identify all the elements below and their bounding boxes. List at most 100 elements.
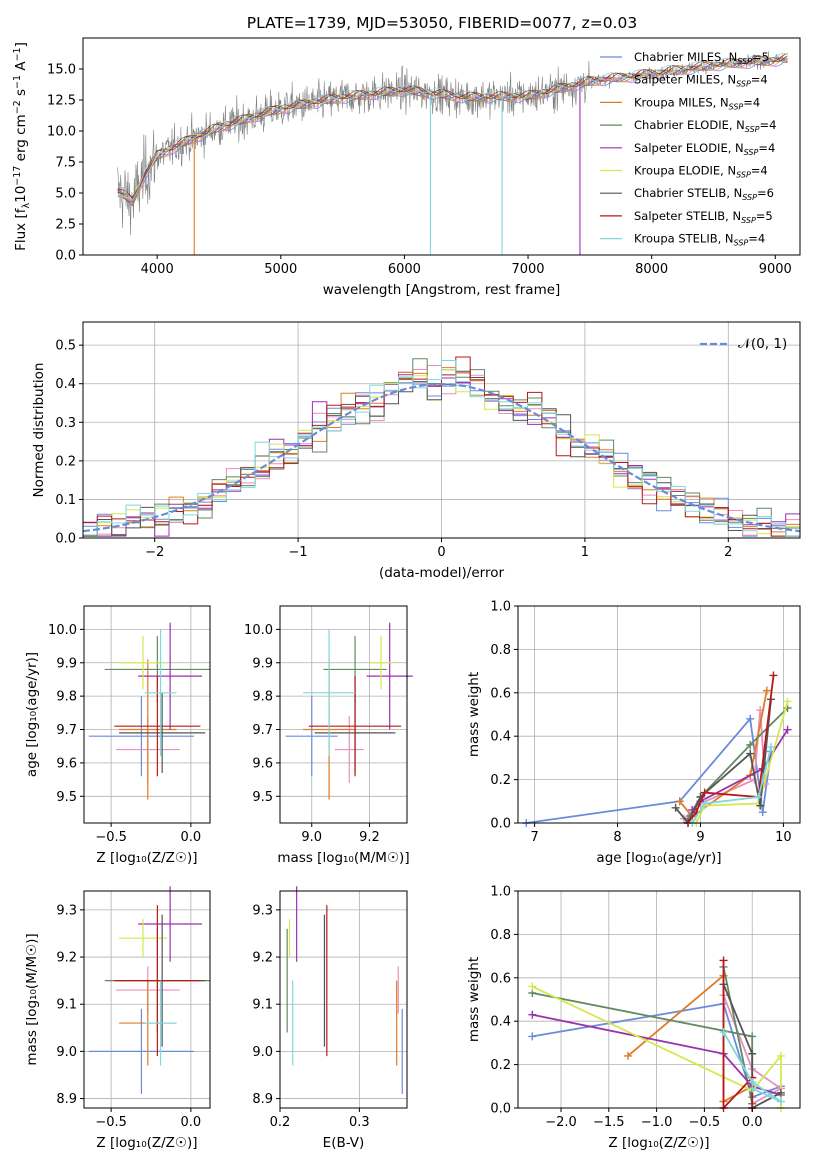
x-tick-label: 8000: [635, 262, 668, 277]
weight-marker: [671, 803, 680, 812]
weight-marker: [746, 749, 755, 758]
weight-marker: [776, 1097, 785, 1106]
x-tick-label: 9: [696, 830, 704, 845]
normal-curve: [83, 382, 800, 533]
y-tick-label: 9.8: [56, 690, 77, 705]
y-tick-label: 2.5: [55, 218, 76, 233]
legend-label: Chabrier ELODIE, NSSP=4: [634, 118, 776, 134]
model-spectrum: [117, 53, 788, 200]
x-tick-label: 4000: [141, 262, 174, 277]
legend-label-text: Salpeter MILES, N: [634, 73, 736, 87]
weight-marker: [758, 808, 767, 817]
x-tick-label: −0.5: [95, 830, 127, 845]
axes-frame: [83, 605, 211, 824]
y-axis-label: mass [log₁₀(M/M☉)]: [24, 933, 40, 1065]
y-tick-label: 10.0: [48, 623, 77, 638]
x-tick-label: 6000: [388, 262, 421, 277]
legend-label-tail: =4: [743, 95, 760, 109]
y-tick-label: 0.2: [490, 773, 511, 788]
weight-marker: [746, 714, 755, 723]
y-tick-label: 9.8: [252, 690, 273, 705]
y-axis-label-part: −2: [12, 100, 23, 114]
x-axis-label: Z [log₁₀(Z/Z☉)]: [608, 1135, 709, 1151]
y-tick-label: 1.0: [490, 885, 511, 900]
y-tick-label: 9.9: [252, 656, 273, 671]
weight-marker: [528, 1010, 537, 1019]
model-spectrum: [117, 56, 788, 199]
age-vs-Z-panel: −0.5 0.0 9.5 9.6 9.7 9.8 9.9 10.0 Z [log₁₀(Z/Z☉)…: [24, 605, 211, 866]
legend-label-sub: SSP: [729, 102, 744, 111]
weight-series-line: [531, 985, 782, 1108]
y-tick-label: 0.0: [490, 1102, 511, 1117]
y-axis-label: mass weight: [466, 672, 482, 757]
axes-frame: [279, 890, 408, 1109]
y-axis-label: Flux [fλ10−17 erg cm−2 s−1 A−1]: [12, 42, 32, 251]
x-tick-label: 0.0: [742, 1115, 763, 1130]
legend-label-text: Chabrier STELIB, N: [634, 186, 742, 200]
mass-vs-Z-panel: −0.5 0.0 8.9 9.0 9.1 9.2 9.3 Z [log₁₀(Z/Z☉)] mas…: [24, 886, 211, 1151]
x-axis-label: age [log₁₀(age/yr)]: [596, 850, 721, 866]
y-axis-label-part: ]: [13, 42, 29, 47]
x-tick-label: 7000: [511, 262, 544, 277]
legend-label-sub: SSP: [745, 125, 760, 134]
y-tick-label: 9.0: [56, 1045, 77, 1060]
y-tick-label: 0.8: [490, 928, 511, 943]
weight-series-line: [674, 699, 772, 825]
y-tick-label: 0.2: [55, 454, 76, 469]
weight-marker: [776, 1088, 785, 1097]
y-tick-label: 10.0: [47, 125, 76, 140]
weight-series-line: [695, 701, 789, 824]
axes-frame: [83, 890, 211, 1109]
weight-series-line: [532, 966, 754, 1104]
legend-label-sub: SSP: [742, 193, 757, 202]
spectrum-panel: 4000 5000 6000 7000 8000 9000 0.0 2.5 5.0 7.5 10.0…: [12, 37, 801, 298]
x-axis-label: Z [log₁₀(Z/Z☉)]: [96, 1135, 197, 1151]
x-tick-label: 0.0: [181, 830, 202, 845]
x-axis-label: wavelength [Angstrom, rest frame]: [323, 282, 561, 298]
x-tick-label: −2: [145, 545, 164, 560]
weight-series-line: [722, 1031, 782, 1103]
histograms: [83, 356, 800, 537]
y-axis-label-part: −1: [12, 47, 23, 61]
weight-series-line: [532, 1013, 782, 1096]
y-tick-label: 9.7: [56, 723, 77, 738]
legend-label-text: Salpeter ELODIE, N: [634, 141, 744, 155]
y-tick-label: 9.6: [252, 756, 273, 771]
y-tick-label: 9.9: [56, 656, 77, 671]
y-tick-label: 5.0: [55, 187, 76, 202]
x-tick-label: −0.5: [95, 1115, 127, 1130]
weight-marker: [776, 1051, 785, 1060]
y-axis-label-part: −1: [12, 75, 23, 89]
figure-title: PLATE=1739, MJD=53050, FIBERID=0077, z=0…: [247, 14, 637, 32]
legend-label: 𝒩(0, 1): [738, 336, 787, 352]
weight-marker: [675, 797, 684, 806]
axes-frame: [517, 890, 801, 1109]
legend-label-text: Kroupa STELIB, N: [634, 232, 734, 246]
legend-label: Chabrier MILES, NSSP=5: [634, 50, 769, 66]
y-tick-label: 0.1: [55, 493, 76, 508]
x-tick-label: −1.0: [641, 1115, 673, 1130]
x-tick-label: 2: [724, 545, 732, 560]
y-tick-label: 0.2: [490, 1058, 511, 1073]
legend-label-tail: =4: [760, 118, 777, 132]
legend: Chabrier MILES, NSSP=5 Salpeter MILES, N S…: [600, 50, 776, 248]
legend-label-sub: SSP: [734, 239, 749, 248]
y-tick-label: 0.4: [490, 1015, 511, 1030]
histogram-step: [83, 360, 800, 537]
weight-marker: [528, 1032, 537, 1041]
y-tick-label: 0.0: [490, 817, 511, 832]
x-tick-label: −1: [289, 545, 308, 560]
legend-label-sub: SSP: [741, 216, 756, 225]
x-tick-label: 0: [437, 545, 445, 560]
axes-frame: [279, 605, 408, 824]
x-tick-label: 9000: [759, 262, 792, 277]
legend-label-tail: =5: [756, 209, 773, 223]
y-tick-label: 15.0: [47, 63, 76, 78]
x-tick-label: 0.2: [270, 1115, 291, 1130]
legend-label-tail: =5: [752, 50, 769, 64]
y-axis-label: Normed distribution: [31, 363, 47, 498]
y-axis-label-part: λ: [21, 203, 32, 209]
legend-label-text: Chabrier ELODIE, N: [634, 118, 745, 132]
y-tick-label: 0.3: [55, 416, 76, 431]
